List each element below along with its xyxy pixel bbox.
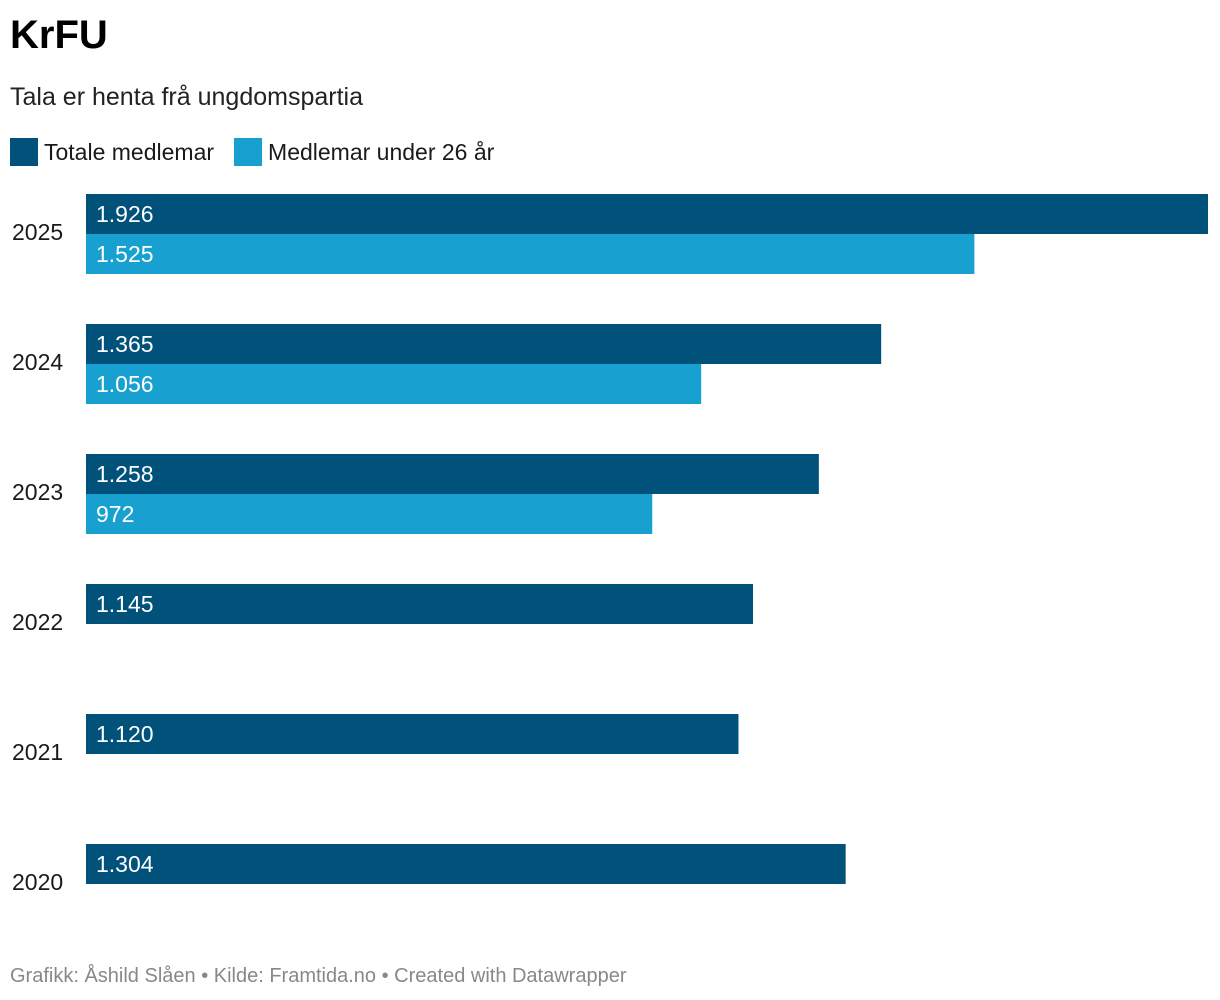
legend-label-total: Totale medlemar — [44, 139, 215, 165]
bar-under26-2023 — [86, 494, 653, 534]
data-label-total-2022: 1.145 — [96, 591, 154, 617]
bar-under26-2025 — [86, 234, 975, 274]
data-label-total-2025: 1.926 — [96, 201, 154, 227]
chart-title: KrFU — [10, 13, 108, 57]
legend: Totale medlemar Medlemar under 26 år — [10, 136, 514, 168]
bar-chart: 2025 1.926 1.525 2024 1.365 1.056 2023 1.258 972… — [12, 194, 1208, 895]
data-label-total-2024: 1.365 — [96, 331, 154, 357]
bar-total-2022 — [86, 584, 754, 624]
category-label-2021: 2021 — [12, 739, 63, 765]
data-label-total-2023: 1.258 — [96, 461, 154, 487]
bar-total-2025 — [86, 194, 1208, 234]
data-label-under26-2025: 1.525 — [96, 241, 154, 267]
legend-swatch-total — [10, 138, 38, 166]
category-label-2025: 2025 — [12, 219, 63, 245]
legend-item-total: Totale medlemar — [10, 136, 214, 168]
chart-footer: Grafikk: Åshild Slåen • Kilde: Framtida.… — [10, 965, 627, 987]
legend-item-under26: Medlemar under 26 år — [234, 136, 494, 168]
bar-total-2021 — [86, 714, 739, 754]
legend-label-under26: Medlemar under 26 år — [268, 139, 495, 165]
category-label-2022: 2022 — [12, 609, 63, 635]
bar-total-2023 — [86, 454, 819, 494]
category-label-2020: 2020 — [12, 869, 63, 895]
data-label-under26-2023: 972 — [96, 501, 134, 527]
bar-total-2020 — [86, 844, 846, 884]
data-label-total-2021: 1.120 — [96, 721, 154, 747]
data-label-under26-2024: 1.056 — [96, 371, 154, 397]
chart-subtitle: Tala er henta frå ungdomspartia — [10, 83, 363, 111]
bar-under26-2024 — [86, 364, 702, 404]
bar-total-2024 — [86, 324, 882, 364]
category-label-2023: 2023 — [12, 479, 63, 505]
legend-swatch-under26 — [234, 138, 263, 166]
data-label-total-2020: 1.304 — [96, 851, 154, 877]
category-label-2024: 2024 — [12, 349, 63, 375]
